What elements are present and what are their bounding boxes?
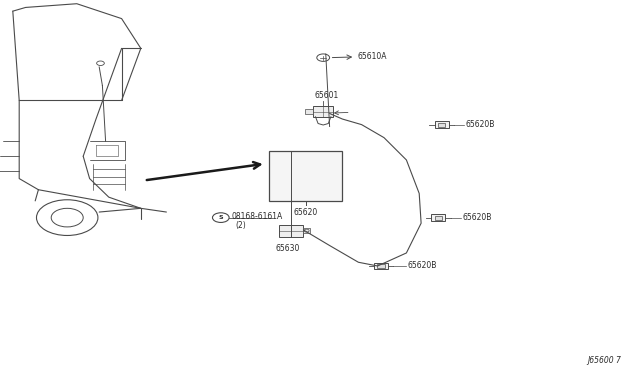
Bar (435, 121, 449, 128)
Text: (2): (2) (235, 221, 246, 230)
Text: 65620B: 65620B (462, 213, 492, 222)
Text: S: S (218, 215, 223, 220)
Bar (313, 106, 333, 117)
Text: 65620B: 65620B (408, 262, 437, 270)
Text: J65600 7: J65600 7 (587, 356, 621, 365)
Bar (431, 214, 445, 221)
Text: 65630: 65630 (276, 244, 300, 253)
Bar (303, 228, 310, 233)
Bar (279, 225, 303, 237)
Bar (377, 264, 385, 268)
Text: 65620B: 65620B (465, 120, 495, 129)
Text: 65620: 65620 (294, 208, 317, 217)
Bar (438, 123, 445, 126)
Text: 65601: 65601 (314, 91, 339, 100)
Text: 65610A: 65610A (357, 52, 387, 61)
Bar (374, 263, 388, 269)
Bar (435, 216, 442, 219)
Bar (305, 109, 313, 114)
Bar (269, 151, 342, 201)
Text: 08168-6161A: 08168-6161A (232, 212, 283, 221)
